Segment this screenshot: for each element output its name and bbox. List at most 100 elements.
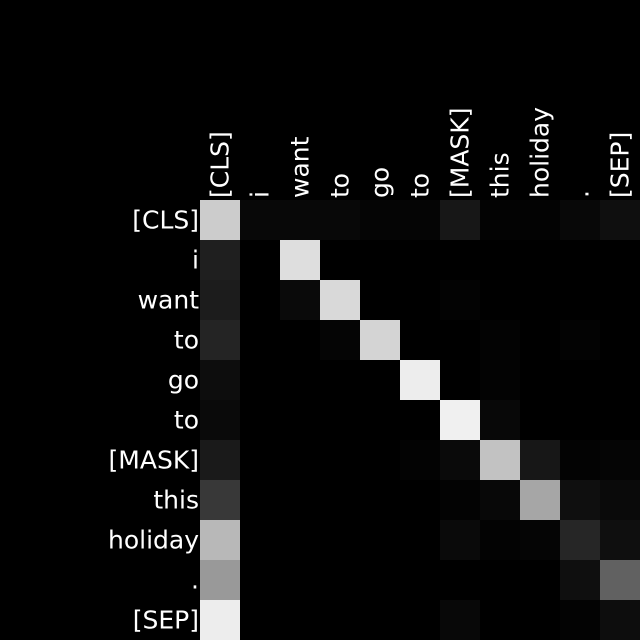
y-tick-label: to xyxy=(174,406,199,435)
heatmap-cell xyxy=(240,440,280,480)
heatmap-cell xyxy=(240,480,280,520)
heatmap-cell xyxy=(480,360,520,400)
heatmap-cell xyxy=(520,360,560,400)
heatmap-cell xyxy=(240,320,280,360)
heatmap-cell xyxy=(560,400,600,440)
heatmap-cell xyxy=(320,520,360,560)
heatmap-cell xyxy=(280,320,320,360)
heatmap-cell xyxy=(200,480,240,520)
heatmap-cell xyxy=(400,560,440,600)
heatmap-cell xyxy=(520,240,560,280)
heatmap-cell xyxy=(600,600,640,640)
heatmap-cell xyxy=(240,360,280,400)
heatmap-cell xyxy=(400,400,440,440)
heatmap-cell xyxy=(600,440,640,480)
x-tick-label: [MASK] xyxy=(446,108,475,198)
heatmap-cell xyxy=(240,200,280,240)
heatmap-cell xyxy=(240,520,280,560)
heatmap-cell xyxy=(440,280,480,320)
heatmap-cell xyxy=(480,440,520,480)
heatmap-cell xyxy=(280,520,320,560)
heatmap-cell xyxy=(440,400,480,440)
heatmap-cell xyxy=(320,360,360,400)
x-tick-label: this xyxy=(486,152,515,198)
heatmap-cell xyxy=(360,360,400,400)
heatmap-cell xyxy=(360,280,400,320)
heatmap-cell xyxy=(520,560,560,600)
heatmap-cell xyxy=(600,360,640,400)
heatmap-cell xyxy=(440,200,480,240)
heatmap-cell xyxy=(560,200,600,240)
x-tick-label: to xyxy=(326,173,355,198)
heatmap-cell xyxy=(320,440,360,480)
heatmap-cell xyxy=(280,360,320,400)
x-tick-label: [CLS] xyxy=(206,131,235,198)
heatmap-cell xyxy=(480,400,520,440)
heatmap-cell xyxy=(560,320,600,360)
heatmap-cell xyxy=(200,560,240,600)
heatmap-cell xyxy=(240,280,280,320)
heatmap-cells xyxy=(200,200,640,640)
heatmap-cell xyxy=(400,440,440,480)
heatmap-cell xyxy=(600,240,640,280)
heatmap-cell xyxy=(320,560,360,600)
heatmap-cell xyxy=(320,240,360,280)
heatmap-cell xyxy=(560,560,600,600)
heatmap-cell xyxy=(280,560,320,600)
heatmap-cell xyxy=(600,280,640,320)
heatmap-cell xyxy=(320,400,360,440)
heatmap-cell xyxy=(560,520,600,560)
heatmap-cell xyxy=(360,560,400,600)
heatmap-cell xyxy=(480,280,520,320)
heatmap-cell xyxy=(200,400,240,440)
heatmap-cell xyxy=(480,480,520,520)
heatmap-cell xyxy=(440,600,480,640)
x-tick-label: go xyxy=(366,167,395,198)
heatmap-cell xyxy=(560,240,600,280)
heatmap-cell xyxy=(480,200,520,240)
heatmap-cell xyxy=(280,200,320,240)
heatmap-cell xyxy=(440,360,480,400)
heatmap-cell xyxy=(200,280,240,320)
heatmap-cell xyxy=(200,240,240,280)
heatmap-cell xyxy=(520,520,560,560)
x-tick-label: want xyxy=(286,136,315,198)
heatmap-cell xyxy=(320,200,360,240)
y-tick-label: i xyxy=(192,246,199,275)
heatmap-cell xyxy=(200,320,240,360)
heatmap-cell xyxy=(400,200,440,240)
heatmap-cell xyxy=(240,600,280,640)
heatmap-cell xyxy=(520,600,560,640)
heatmap-cell xyxy=(520,440,560,480)
heatmap-cell xyxy=(360,400,400,440)
heatmap-cell xyxy=(360,320,400,360)
heatmap-cell xyxy=(280,400,320,440)
heatmap-cell xyxy=(200,440,240,480)
heatmap-cell xyxy=(600,560,640,600)
heatmap-cell xyxy=(520,400,560,440)
x-axis-tick-labels: [CLS] i want to go to [MASK] this holiday. [SEP] xyxy=(206,107,635,198)
heatmap-cell xyxy=(600,200,640,240)
heatmap-cell xyxy=(360,480,400,520)
heatmap-cell xyxy=(520,320,560,360)
x-tick-label: . xyxy=(566,190,595,198)
y-tick-label: . xyxy=(191,566,199,595)
heatmap-cell xyxy=(480,560,520,600)
heatmap-cell xyxy=(480,240,520,280)
heatmap-cell xyxy=(360,520,400,560)
heatmap-cell xyxy=(240,560,280,600)
heatmap-cell xyxy=(360,240,400,280)
heatmap-cell xyxy=(400,480,440,520)
y-tick-label: holiday xyxy=(108,526,199,555)
heatmap-cell xyxy=(400,600,440,640)
heatmap-cell xyxy=(440,560,480,600)
heatmap-cell xyxy=(360,600,400,640)
heatmap-cell xyxy=(400,280,440,320)
heatmap-cell xyxy=(240,240,280,280)
heatmap-cell xyxy=(520,280,560,320)
y-tick-label: [CLS] xyxy=(132,206,199,235)
x-tick-label: to xyxy=(406,173,435,198)
heatmap-cell xyxy=(440,440,480,480)
heatmap-cell xyxy=(600,520,640,560)
